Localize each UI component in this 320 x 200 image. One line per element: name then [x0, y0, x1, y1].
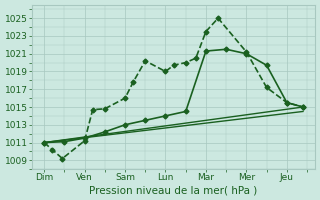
X-axis label: Pression niveau de la mer( hPa ): Pression niveau de la mer( hPa ) — [90, 185, 258, 195]
